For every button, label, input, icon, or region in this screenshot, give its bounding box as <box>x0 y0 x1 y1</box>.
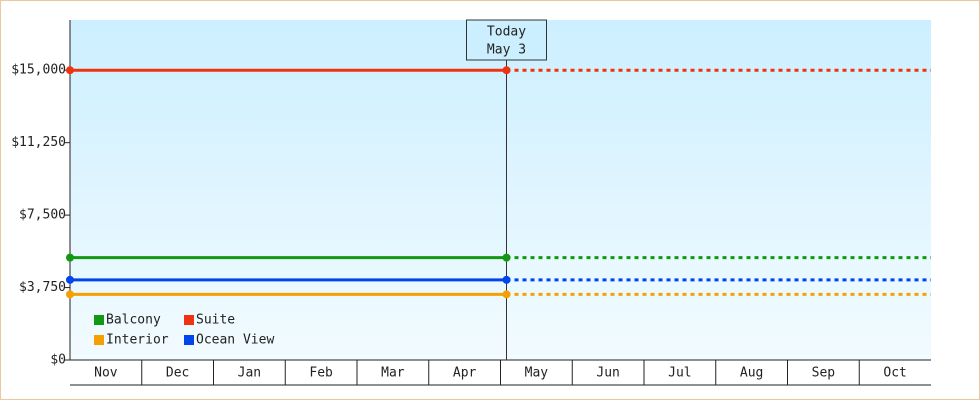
series-point <box>66 66 74 75</box>
legend-label: Interior <box>106 333 169 348</box>
x-tick-label: Jun <box>596 366 619 381</box>
today-label: Today <box>487 25 526 40</box>
series-point <box>66 253 74 262</box>
x-tick-label: Nov <box>94 366 118 381</box>
legend-label: Suite <box>196 313 235 328</box>
x-tick-label: Aug <box>740 366 763 381</box>
y-tick-label: $0 <box>50 353 66 368</box>
legend-label: Ocean View <box>196 333 274 348</box>
legend-swatch <box>94 335 104 345</box>
y-tick-label: $7,500 <box>19 208 66 223</box>
x-tick-label: Oct <box>883 366 906 381</box>
legend-label: Balcony <box>106 313 161 328</box>
x-tick-label: Mar <box>381 366 405 381</box>
y-tick-label: $15,000 <box>11 63 66 78</box>
y-tick-label: $3,750 <box>19 280 66 295</box>
series-point <box>502 275 511 284</box>
today-box <box>466 19 547 61</box>
series-point <box>66 275 74 284</box>
y-tick-label: $11,250 <box>11 135 66 150</box>
x-tick-label: Jul <box>668 366 691 381</box>
x-tick-label: Dec <box>166 366 189 381</box>
series-point <box>66 290 74 299</box>
x-tick-label: Feb <box>309 366 333 381</box>
legend-swatch <box>184 335 194 345</box>
plot-area <box>70 20 931 360</box>
x-tick-label: Apr <box>453 366 477 381</box>
x-tick-label: Jan <box>238 366 261 381</box>
legend-swatch <box>184 315 194 325</box>
series-point <box>502 253 511 262</box>
x-tick-label: Sep <box>812 366 836 381</box>
today-date: May 3 <box>487 43 526 58</box>
series-point <box>502 290 511 299</box>
legend-swatch <box>94 315 104 325</box>
x-tick-label: May <box>525 366 549 381</box>
series-point <box>502 66 511 75</box>
